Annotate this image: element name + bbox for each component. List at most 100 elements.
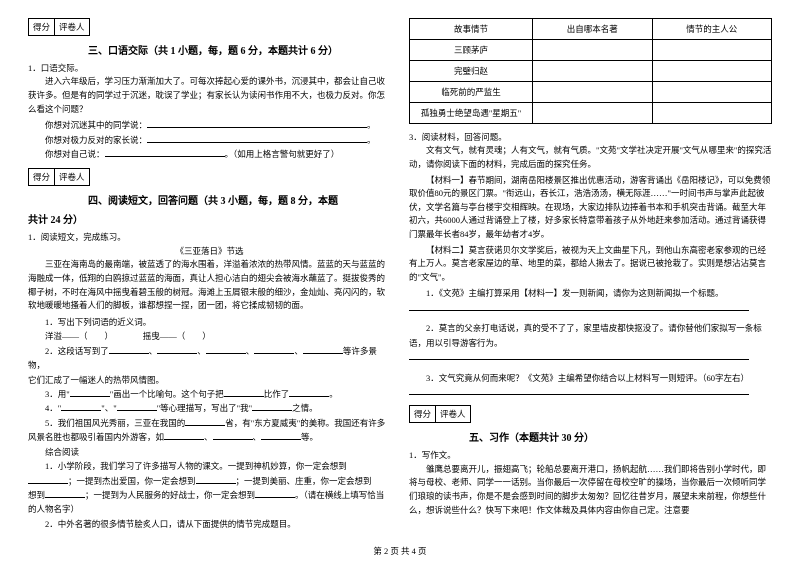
cell: 孤独勇士绝望岛遇"星期五"	[410, 103, 533, 124]
table-row: 三顾茅庐	[410, 40, 772, 61]
score-label: 得分	[29, 19, 55, 35]
story-title: 《三亚落日》节选	[28, 244, 391, 258]
blank[interactable]	[164, 430, 204, 440]
q4-3: 3．阅读材料，回答问题。	[409, 130, 772, 144]
blank[interactable]	[289, 387, 329, 397]
q4-3-1: 1．《文苑》主编打算采用【材料一】发一则新闻，请你为这则新闻拟一个标题。	[409, 286, 772, 300]
section-5-title: 五、习作（本题共计 30 分）	[409, 429, 772, 444]
blank-cell[interactable]	[652, 61, 771, 82]
section-4-title2: 共计 24 分）	[28, 211, 391, 226]
table-row: 完璧归赵	[410, 61, 772, 82]
q3-intro: 进入六年级后，学习压力渐渐加大了。可每次捧起心爱的课外书，沉浸其中，都会让自己收…	[28, 75, 391, 116]
t4a: 4．"	[45, 403, 61, 413]
score-label: 得分	[410, 406, 436, 422]
c1: 1．小学阶段，我们学习了许多描写人物的课文。一提到神机妙算，你一定会想到	[28, 459, 391, 473]
answer-line[interactable]	[409, 350, 772, 364]
t1a: 洋溢——（ ）	[45, 331, 109, 341]
q4-3-2: 2．莫言的父亲打电话说，真的受不了了，家里墙皮都快抠没了。请你替他们家拟写一条标…	[409, 321, 772, 350]
answer-line[interactable]	[409, 301, 772, 315]
line-parent: 你想对极力反对的家长说：。	[28, 133, 391, 147]
blank[interactable]	[61, 401, 101, 411]
blank[interactable]	[303, 344, 343, 354]
q3-1: 1．口语交际。	[28, 61, 391, 75]
blank[interactable]	[28, 474, 68, 484]
q4-3-3: 3．文气究竟从何而来呢？《文苑》主编希望你结合以上材料写一则短评。（60字左右）	[409, 371, 772, 385]
material-2: 【材料二】莫言获诺贝尔文学奖后，被视为天上文曲星下凡，到他山东高密老家参观的已经…	[409, 244, 772, 285]
task1-items: 洋溢——（ ） 摇曳——（ ）	[28, 329, 391, 343]
blank[interactable]	[157, 344, 197, 354]
t4b: "、"	[101, 403, 116, 413]
t3c: 比作了	[264, 389, 290, 399]
answer-line[interactable]	[409, 385, 772, 399]
task3: 3．用""画出一个比喻句。这个句子把比作了。	[28, 387, 391, 401]
blank-cell[interactable]	[533, 61, 652, 82]
blank-cell[interactable]	[652, 82, 771, 103]
q4-3-p1: 文有文气，就有灵魂；人有文气，就有气质。"文苑"文学社决定开展"文气从哪里来"的…	[409, 144, 772, 171]
blank[interactable]	[206, 344, 246, 354]
task4: 4．" "、" "等心理描写，写出了"我" 之情。	[28, 401, 391, 415]
blank[interactable]	[254, 344, 294, 354]
t4d: 之情。	[292, 403, 318, 413]
score-label: 得分	[29, 169, 55, 185]
material-1: 【材料一】春节期间，湖南岳阳楼景区推出优惠活动，游客背诵出《岳阳楼记》，可以免费…	[409, 174, 772, 242]
table-row: 孤独勇士绝望岛遇"星期五"	[410, 103, 772, 124]
c1t: 1．小学阶段，我们学习了许多描写人物的课文。一提到神机妙算，你一定会想到	[45, 461, 347, 471]
blank[interactable]	[213, 430, 253, 440]
blank-cell[interactable]	[533, 40, 652, 61]
th-char: 情节的主人公	[652, 19, 771, 40]
blank-cell[interactable]	[533, 82, 652, 103]
reviewer-label: 评卷人	[436, 406, 470, 422]
blank[interactable]	[147, 118, 367, 128]
task2: 2．这段话写到了、、、、等许多景物，	[28, 344, 391, 373]
q5-p: 雏鹰总要离开儿，振翅高飞；轮船总要离开港口，扬帆起航……我们即将告别小学时代，即…	[409, 463, 772, 517]
cell: 三顾茅庐	[410, 40, 533, 61]
blank[interactable]	[147, 133, 367, 143]
th-plot: 故事情节	[410, 19, 533, 40]
blank[interactable]	[117, 401, 157, 411]
c2: 2．中外名著的很多情节脍炙人口，请从下面提供的情节完成题目。	[28, 517, 391, 531]
reviewer-label: 评卷人	[55, 19, 89, 35]
blank[interactable]	[109, 344, 149, 354]
cell: 临死前的严监生	[410, 82, 533, 103]
blank[interactable]	[255, 488, 295, 498]
blank[interactable]	[224, 387, 264, 397]
q5-1: 1．写作文。	[409, 448, 772, 462]
right-column: 故事情节出自哪本名著情节的主人公 三顾茅庐 完璧归赵 临死前的严监生 孤独勇士绝…	[409, 18, 772, 553]
table-row: 故事情节出自哪本名著情节的主人公	[410, 19, 772, 40]
th-book: 出自哪本名著	[533, 19, 652, 40]
reviewer-label: 评卷人	[55, 169, 89, 185]
blank-cell[interactable]	[652, 40, 771, 61]
prompt-parent: 你想对极力反对的家长说：	[45, 135, 147, 145]
t2pre: 2．这段话写到了	[45, 346, 109, 356]
blank[interactable]	[261, 430, 301, 440]
c1c: ；一提到为人民服务的好战士，你一定会想到	[85, 490, 255, 500]
c1-blanks2: 想到；一提到为人民服务的好战士，你一定会想到。（请在横线上填写恰当的人物名字）	[28, 488, 391, 517]
prompt-student: 你想对沉迷其中的同学说：	[45, 120, 147, 130]
page-footer: 第 2 页 共 4 页	[0, 545, 800, 557]
c1a: ；一提到杰出爱国，你一定会想到	[68, 476, 196, 486]
c1b: ；一提到美丽、庄重，你一定会想到	[236, 476, 372, 486]
blank[interactable]	[105, 147, 225, 157]
blank[interactable]	[196, 474, 236, 484]
blank-cell[interactable]	[533, 103, 652, 124]
task2-end: 它们汇成了一幅迷人的热带风情图。	[28, 373, 391, 387]
blank[interactable]	[185, 416, 225, 426]
suffix: 。（如用上格言警句就更好了）	[225, 149, 340, 159]
blank-cell[interactable]	[652, 103, 771, 124]
q4-1: 1．阅读短文，完成练习。	[28, 230, 391, 244]
left-column: 得分 评卷人 三、口语交际（共 1 小题，每，题 6 分，本题共计 6 分） 1…	[28, 18, 391, 553]
blank[interactable]	[45, 488, 85, 498]
cell: 完璧归赵	[410, 61, 533, 82]
score-box-3: 得分 评卷人	[28, 18, 90, 36]
line-self: 你想对自己说：。（如用上格言警句就更好了）	[28, 147, 391, 161]
t3a: 3．用"	[45, 389, 70, 399]
line-student: 你想对沉迷其中的同学说：。	[28, 118, 391, 132]
comprehensive: 综合阅读	[28, 445, 391, 459]
section-4-title: 四、阅读短文，回答问题（共 3 小题，每，题 8 分，本题	[28, 192, 391, 207]
table-row: 临死前的严监生	[410, 82, 772, 103]
blank[interactable]	[70, 387, 110, 397]
task5: 5．我们祖国风光秀丽，三亚在我国的省，有"东方夏威夷"的美称。我国还有许多风景名…	[28, 416, 391, 445]
t1b: 摇曳——（ ）	[143, 331, 211, 341]
t4c: "等心理描写，写出了"我"	[157, 403, 252, 413]
blank[interactable]	[252, 401, 292, 411]
